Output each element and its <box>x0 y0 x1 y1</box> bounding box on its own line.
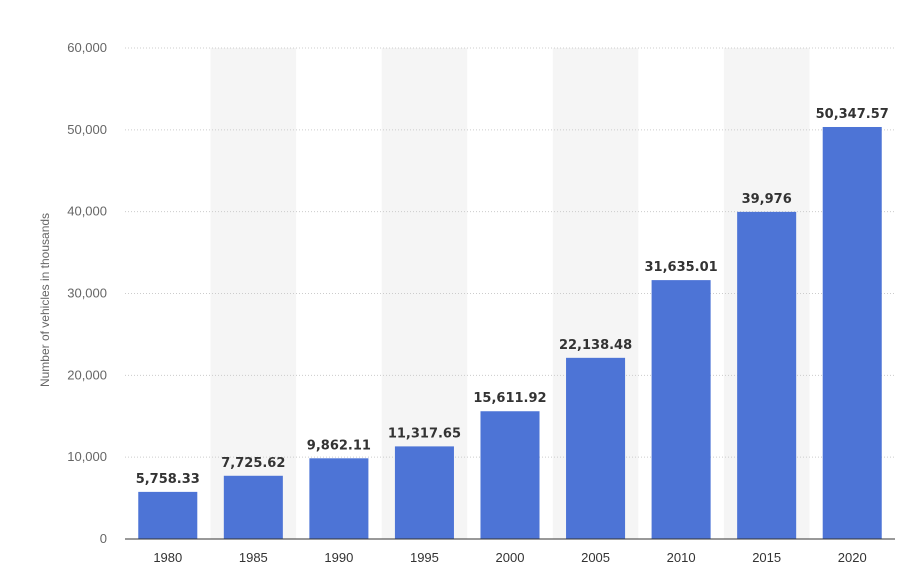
x-tick-label-2000: 2000 <box>496 550 525 565</box>
y-tick-label: 10,000 <box>67 449 107 464</box>
data-label-2010: 31,635.01 <box>645 260 718 275</box>
data-label-1985: 7,725.62 <box>221 456 285 471</box>
y-tick-label: 60,000 <box>67 40 107 55</box>
x-tick-label-1980: 1980 <box>153 550 182 565</box>
data-label-2020: 50,347.57 <box>816 107 889 122</box>
bar-1985 <box>223 475 283 539</box>
bar-2000 <box>480 411 540 539</box>
y-tick-label: 40,000 <box>67 204 107 219</box>
data-label-2015: 39,976 <box>742 192 792 207</box>
bar-2005 <box>566 357 626 539</box>
bar-1990 <box>309 458 369 539</box>
data-label-1980: 5,758.33 <box>136 472 200 487</box>
data-label-2000: 15,611.92 <box>473 391 546 406</box>
bar-1980 <box>138 491 198 539</box>
data-labels: 5,758.33 7,725.62 9,862.11 11,317.65 15,611.… <box>136 107 889 487</box>
y-tick-label: 50,000 <box>67 122 107 137</box>
bars <box>138 126 882 540</box>
x-tick-label-1990: 1990 <box>324 550 353 565</box>
x-tick-label-1985: 1985 <box>239 550 268 565</box>
x-tick-label-2015: 2015 <box>752 550 781 565</box>
bar-2010 <box>651 280 711 539</box>
bar-2015 <box>737 211 797 539</box>
data-label-1990: 9,862.11 <box>307 438 371 453</box>
x-tick-label-1995: 1995 <box>410 550 439 565</box>
x-axis-tick-labels: 1980 1985 1990 1995 2000 2005 2010 2015 2020 <box>153 550 866 565</box>
y-tick-label: 20,000 <box>67 367 107 382</box>
y-axis-title: Number of vehicles in thousands <box>38 213 52 387</box>
bar-1995 <box>394 446 454 539</box>
data-label-2005: 22,138.48 <box>559 338 632 353</box>
y-axis-tick-labels: 0 10,000 20,000 30,000 40,000 50,000 60,000 <box>67 40 107 546</box>
y-tick-label: 0 <box>100 531 107 546</box>
y-tick-label: 30,000 <box>67 286 107 301</box>
data-label-1995: 11,317.65 <box>388 426 461 441</box>
bar-2020 <box>822 126 882 540</box>
x-tick-label-2020: 2020 <box>838 550 867 565</box>
x-tick-label-2005: 2005 <box>581 550 610 565</box>
x-tick-label-2010: 2010 <box>667 550 696 565</box>
